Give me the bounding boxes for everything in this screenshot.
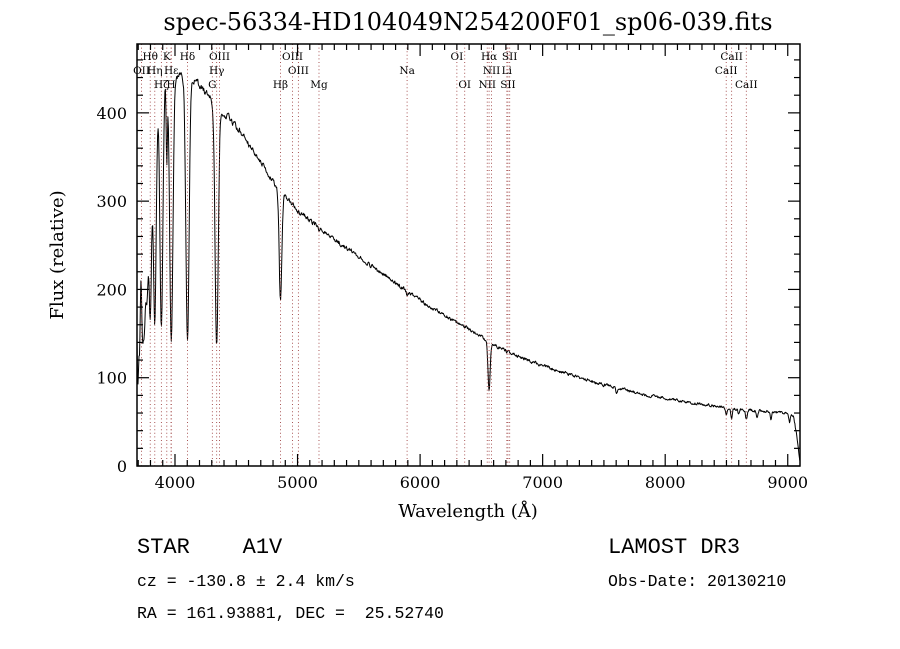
x-tick-label: 4000 bbox=[155, 473, 196, 492]
ra-dec-label: RA = 161.93881, DEC = 25.52740 bbox=[137, 604, 444, 623]
line-label-3889: Hζ bbox=[154, 79, 169, 91]
y-tick-label: 400 bbox=[96, 104, 127, 123]
line-label-6563: Hα bbox=[481, 51, 497, 63]
line-label-4363: OIII bbox=[209, 51, 230, 63]
x-tick-label: 5000 bbox=[277, 473, 318, 492]
line-label-3970: Hε bbox=[164, 65, 179, 77]
y-tick-label: 300 bbox=[96, 192, 127, 211]
line-label-6708: Li bbox=[502, 65, 513, 77]
line-label-4861: Hβ bbox=[273, 79, 288, 91]
line-label-3968: H bbox=[166, 79, 175, 91]
line-label-6364: OI bbox=[458, 79, 471, 91]
line-label-5175: Mg bbox=[310, 79, 328, 91]
plot-frame bbox=[136, 43, 801, 467]
line-label-6583: NII bbox=[483, 65, 500, 77]
plot-title: spec-56334-HD104049N254200F01_sp06-039.f… bbox=[163, 8, 772, 36]
line-label-3835: Hη bbox=[147, 65, 162, 77]
line-label-6300: OI bbox=[450, 51, 463, 63]
line-label-3798: Hθ bbox=[142, 51, 157, 63]
line-label-8498: CaII bbox=[715, 65, 738, 77]
survey-label: LAMOST DR3 bbox=[608, 535, 740, 560]
x-tick-label: 6000 bbox=[400, 473, 441, 492]
y-tick-label: 0 bbox=[117, 457, 127, 476]
line-label-4959: OIII bbox=[282, 51, 303, 63]
object-type-label: STAR A1V bbox=[137, 535, 283, 560]
y-tick-label: 200 bbox=[96, 280, 127, 299]
x-tick-label: 9000 bbox=[767, 473, 808, 492]
line-label-6548: NII bbox=[479, 79, 496, 91]
y-axis-title: Flux (relative) bbox=[47, 190, 68, 319]
x-axis-title: Wavelength (Å) bbox=[398, 500, 538, 522]
line-label-3933: K bbox=[163, 51, 171, 63]
line-label-4340: Hγ bbox=[209, 65, 224, 77]
x-tick-label: 8000 bbox=[645, 473, 686, 492]
line-label-4305: G bbox=[208, 79, 216, 91]
x-tick-label: 7000 bbox=[522, 473, 563, 492]
line-label-5894: Na bbox=[399, 65, 414, 77]
y-tick-label: 100 bbox=[96, 369, 127, 388]
line-label-4102: Hδ bbox=[180, 51, 195, 63]
line-label-5007: OIII bbox=[288, 65, 309, 77]
line-label-3727: OII bbox=[133, 65, 150, 77]
line-label-8542: CaII bbox=[720, 51, 743, 63]
obs-date-label: Obs-Date: 20130210 bbox=[608, 572, 786, 591]
line-label-8662: CaII bbox=[735, 79, 758, 91]
cz-label: cz = -130.8 ± 2.4 km/s bbox=[137, 572, 355, 591]
spectrum-trace bbox=[136, 72, 801, 461]
line-label-6731: SII bbox=[502, 51, 518, 63]
line-label-6717: SII bbox=[500, 79, 516, 91]
plot-area: 4000 5000 6000 7000 8000 9000 0 100 200 300 400 OII… bbox=[96, 43, 808, 492]
